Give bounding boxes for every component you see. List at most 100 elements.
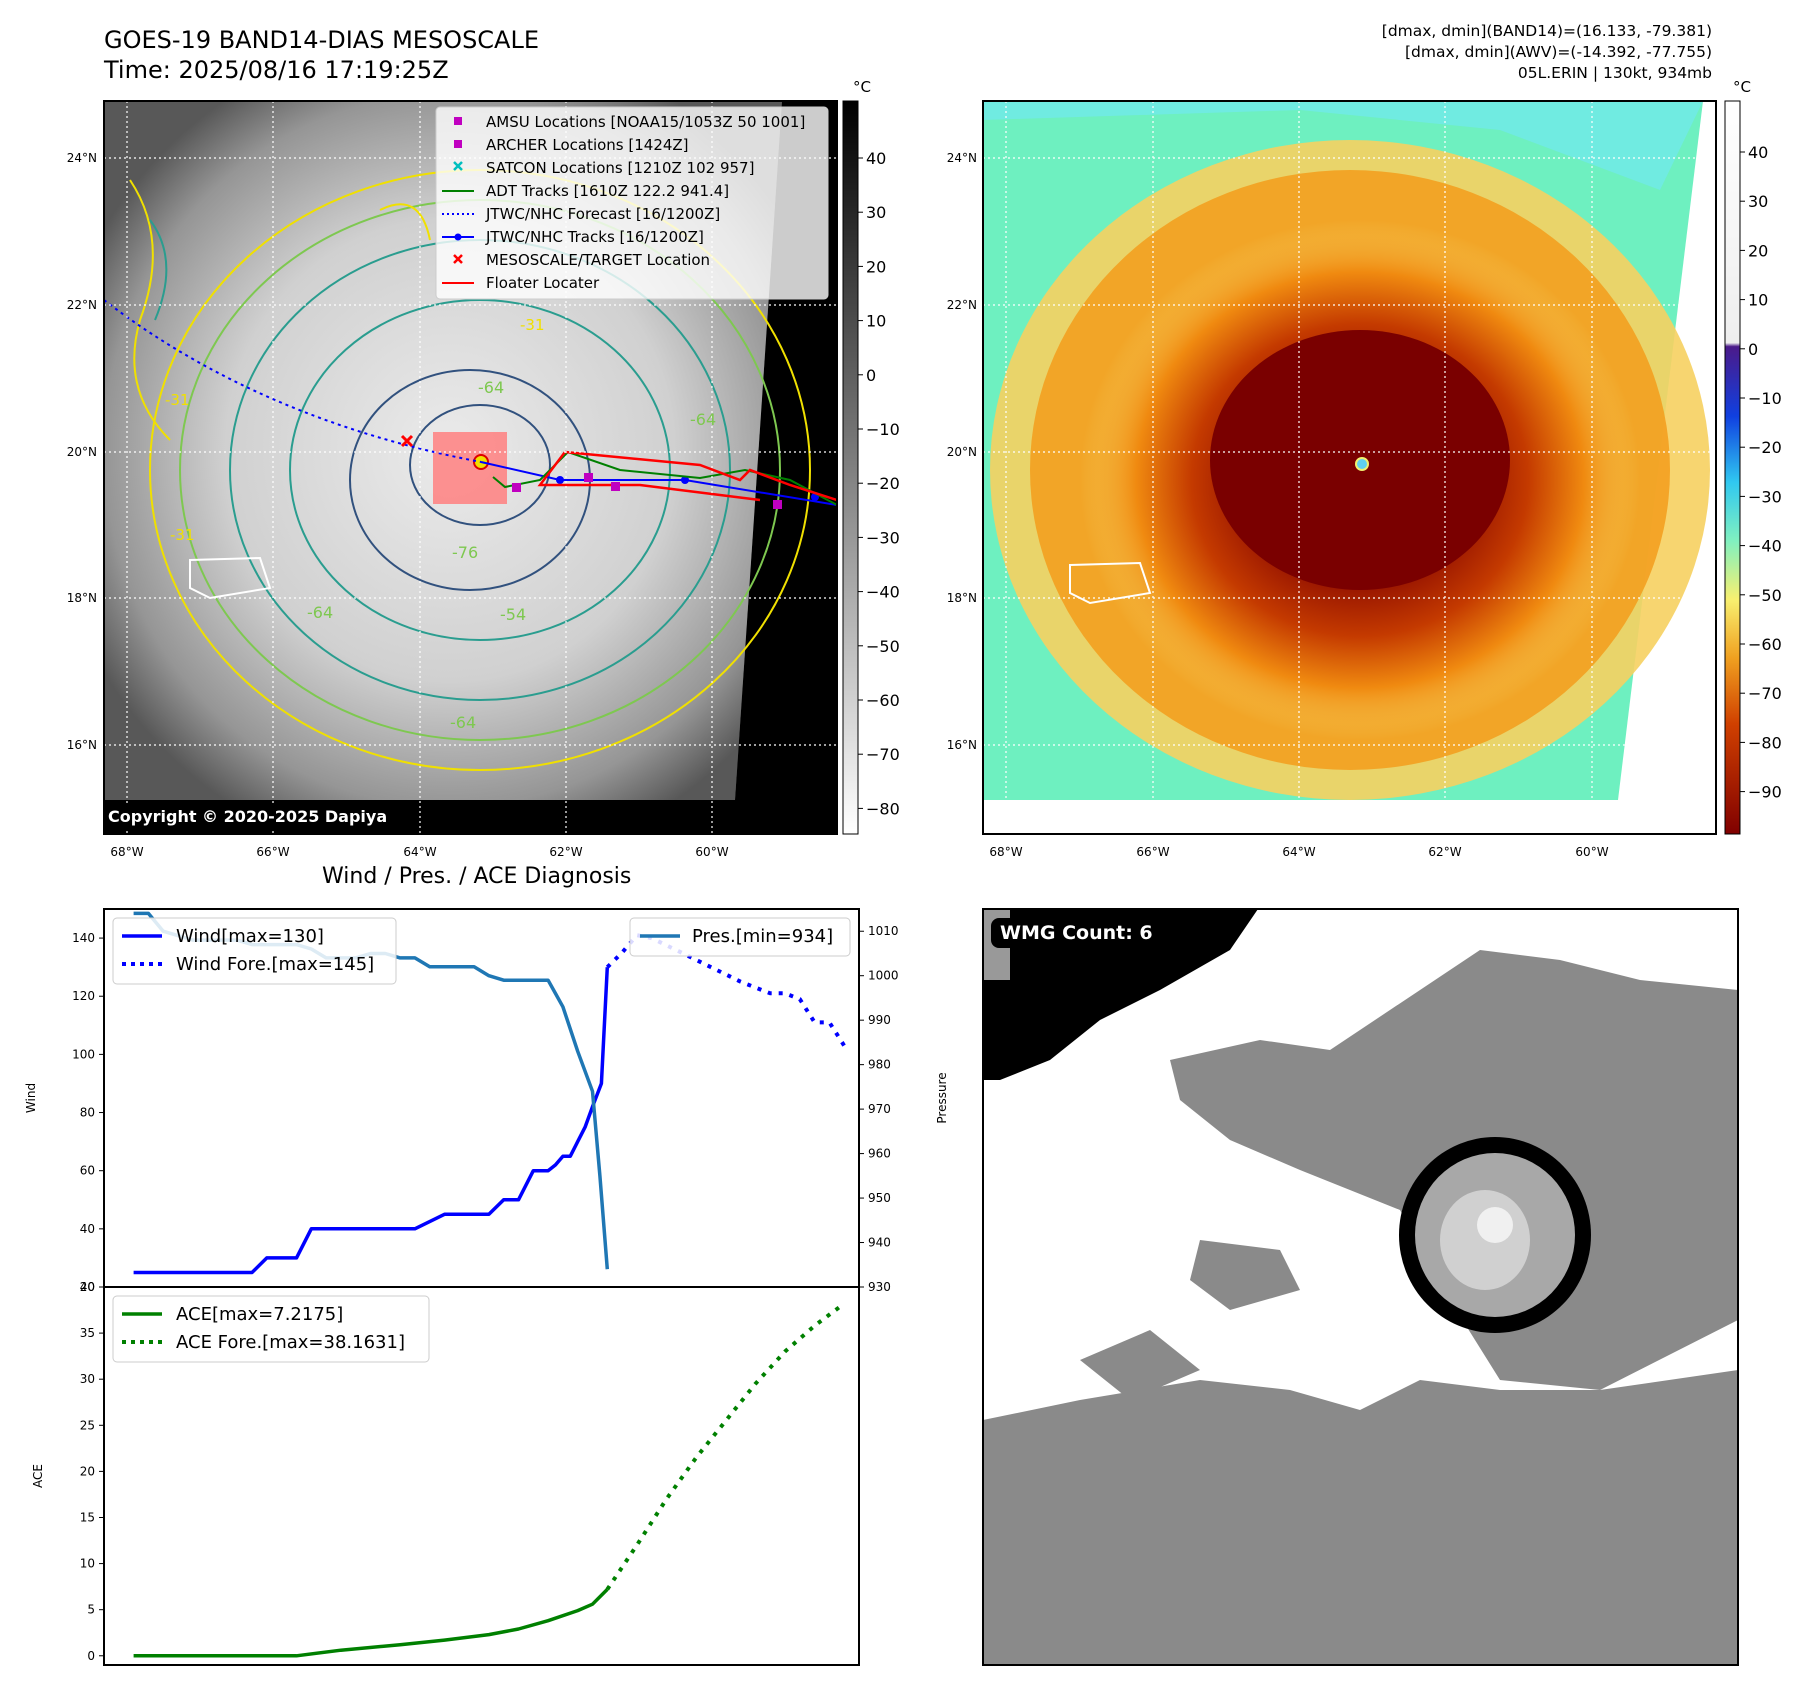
- lat-tick-label: 22°N: [67, 298, 97, 312]
- pressure-axis-label: Pressure: [935, 1072, 949, 1123]
- color-colorbar: °C 40 30 20 10 0 −10 −20 −30 −40 −50 −60 −70 −80 −90: [1724, 78, 1782, 835]
- colorbar-tick-label: −50: [866, 637, 900, 656]
- y-tick-label: 140: [72, 931, 95, 945]
- lon-tick-label: 62°W: [1428, 845, 1461, 859]
- y-right-tick-label: 950: [868, 1191, 891, 1205]
- y-tick-label: 0: [87, 1649, 95, 1663]
- colorbar-tick-label: −60: [1748, 635, 1782, 654]
- map2-lat-axis: 24°N 22°N 20°N 18°N 16°N: [947, 151, 977, 752]
- y-right-tick-label: 960: [868, 1147, 891, 1161]
- legend-pressure: Pres.[min=934]: [692, 926, 833, 947]
- colorbar-tick-label: −90: [1748, 783, 1782, 802]
- colorbar-tick-label: 20: [1748, 241, 1768, 260]
- lat-tick-label: 16°N: [947, 738, 977, 752]
- y-tick-label: 25: [80, 1418, 95, 1432]
- lon-tick-label: 68°W: [110, 845, 143, 859]
- colorbar-tick-label: 0: [1748, 340, 1758, 359]
- contour-label: -31: [165, 391, 190, 409]
- y-tick-label: 20: [80, 1464, 95, 1478]
- y-right-tick-label: 970: [868, 1102, 891, 1116]
- y-tick-label: 5: [87, 1603, 95, 1617]
- lon-tick-label: 64°W: [1282, 845, 1315, 859]
- legend-ace: ACE[max=7.2175]: [176, 1304, 343, 1325]
- colorbar-tick-label: 10: [866, 312, 886, 331]
- colorbar-tick-label: −50: [1748, 586, 1782, 605]
- storm-info: 05L.ERIN | 130kt, 934mb: [1517, 64, 1712, 82]
- legend-forecast: JTWC/NHC Forecast [16/1200Z]: [485, 205, 720, 223]
- y-tick-label: 100: [72, 1047, 95, 1061]
- colorbar-tick-label: −70: [1748, 684, 1782, 703]
- colorbar-tick-label: −10: [1748, 389, 1782, 408]
- ace-axis-label: ACE: [31, 1464, 45, 1488]
- ace-chart: 0 5 10 15 20 25 30 35 40 ACE ACE[max=7.2175] ACE…: [31, 1280, 860, 1666]
- lon-tick-label: 60°W: [1575, 845, 1608, 859]
- contour-label: -64: [307, 603, 333, 622]
- lat-tick-label: 24°N: [67, 151, 97, 165]
- legend-satcon: SATCON Locations [1210Z 102 957]: [486, 159, 754, 177]
- title-line-1: GOES-19 BAND14-DIAS MESOSCALE: [104, 26, 540, 54]
- wind-legend: Wind[max=130] Wind Fore.[max=145]: [112, 917, 397, 985]
- contour-label: -54: [500, 605, 526, 624]
- y-tick-label: 15: [80, 1510, 95, 1524]
- y-tick-label: 40: [80, 1222, 95, 1236]
- legend-ace-forecast: ACE Fore.[max=38.1631]: [176, 1332, 405, 1353]
- legend-amsu: AMSU Locations [NOAA15/1053Z 50 1001]: [486, 113, 805, 131]
- legend-wind-forecast: Wind Fore.[max=145]: [176, 954, 374, 975]
- colorbar-tick-label: −80: [1748, 733, 1782, 752]
- colorbar-tick-label: −10: [866, 420, 900, 439]
- colorbar-tick-label: 30: [1748, 192, 1768, 211]
- colorbar-tick-label: −40: [1748, 537, 1782, 556]
- colorbar-unit: °C: [853, 78, 871, 96]
- legend-adt: ADT Tracks [1610Z 122.2 941.4]: [486, 182, 729, 200]
- title-line-2: Time: 2025/08/16 17:19:25Z: [104, 56, 449, 84]
- copyright-badge: Copyright © 2020-2025 Dapiya: [104, 805, 392, 828]
- y-tick-label: 10: [80, 1557, 95, 1571]
- pressure-legend: Pres.[min=934]: [629, 917, 851, 957]
- diagnosis-title: Wind / Pres. / ACE Diagnosis: [322, 864, 632, 889]
- colorbar-tick-label: −40: [866, 583, 900, 602]
- ace-legend: ACE[max=7.2175] ACE Fore.[max=38.1631]: [112, 1295, 430, 1363]
- y-right-tick-label: 940: [868, 1236, 891, 1250]
- lon-tick-label: 66°W: [1136, 845, 1169, 859]
- y-tick-label: 80: [80, 1106, 95, 1120]
- wmg-count-badge: WMG Count: 6: [991, 918, 1162, 948]
- lat-tick-label: 20°N: [947, 445, 977, 459]
- satcon-marker-icon: [453, 161, 463, 171]
- colorbar-tick-label: −20: [866, 474, 900, 493]
- contour-label: -64: [690, 410, 716, 429]
- colorbar-tick-label: −30: [1748, 487, 1782, 506]
- lat-tick-label: 16°N: [67, 738, 97, 752]
- contour-label: -31: [170, 526, 195, 544]
- dias-map-panel: [983, 101, 1716, 834]
- y-right-tick-label: 1010: [868, 924, 899, 938]
- colorbar-tick-label: −20: [1748, 438, 1782, 457]
- lon-tick-label: 60°W: [695, 845, 728, 859]
- map1-lon-axis: 68°W 66°W 64°W 62°W 60°W: [110, 845, 728, 859]
- map-legend: AMSU Locations [NOAA15/1053Z 50 1001] AR…: [435, 106, 829, 300]
- map1-lat-axis: 24°N 22°N 20°N 18°N 16°N: [67, 151, 97, 752]
- y-tick-label: 120: [72, 989, 95, 1003]
- target-marker-icon: [453, 254, 463, 264]
- lon-tick-label: 62°W: [549, 845, 582, 859]
- colorbar-tick-label: −80: [866, 799, 900, 818]
- contour-label: -76: [452, 543, 478, 562]
- gray-colorbar: °C 40 30 20 10 0 −10 −20 −30 −40 −50 −60 −70 −80: [842, 78, 900, 835]
- colorbar-tick-label: 10: [1748, 291, 1768, 310]
- legend-archer: ARCHER Locations [1424Z]: [486, 136, 689, 154]
- legend-floater: Floater Locater: [486, 274, 600, 292]
- y-right-tick-label: 1000: [868, 969, 899, 983]
- y-tick-label: 60: [80, 1164, 95, 1178]
- map2-lon-axis: 68°W 66°W 64°W 62°W 60°W: [989, 845, 1608, 859]
- legend-wind: Wind[max=130]: [176, 926, 324, 947]
- y-right-tick-label: 980: [868, 1058, 891, 1072]
- y-right-tick-label: 930: [868, 1280, 891, 1294]
- contour-label: -31: [520, 316, 545, 334]
- colorbar-tick-label: 0: [866, 366, 876, 385]
- lon-tick-label: 64°W: [403, 845, 436, 859]
- colorbar-tick-label: 40: [1748, 143, 1768, 162]
- colorbar-tick-label: −70: [866, 745, 900, 764]
- colorbar-tick-label: 40: [866, 149, 886, 168]
- legend-target: MESOSCALE/TARGET Location: [486, 251, 710, 269]
- amsu-marker-icon: [454, 117, 462, 125]
